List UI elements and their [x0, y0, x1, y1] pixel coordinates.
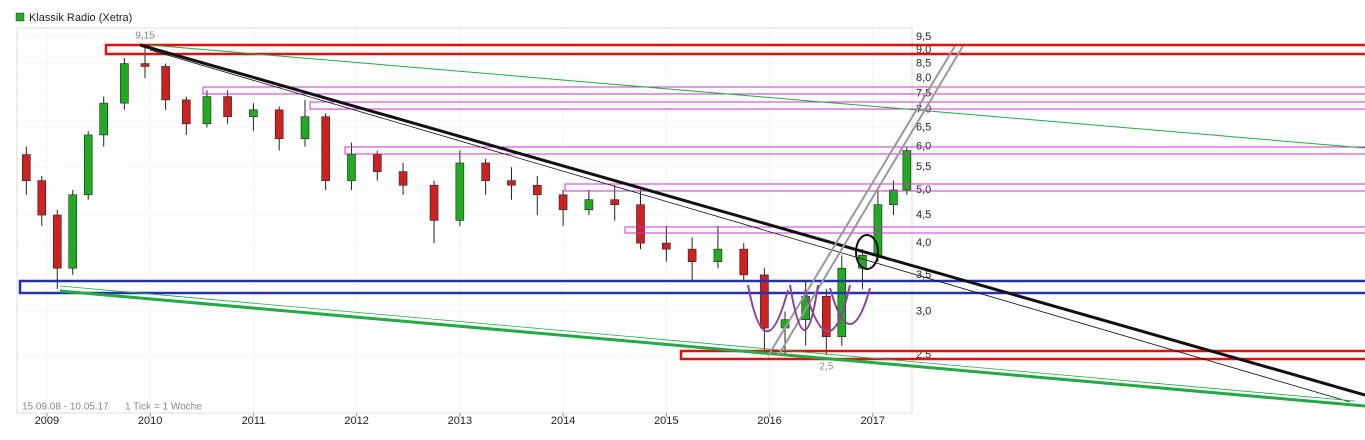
- y-tick-label: 8,5: [916, 57, 931, 69]
- x-tick-label: 2013: [448, 415, 472, 427]
- candle-body: [249, 109, 258, 118]
- candle-body: [300, 116, 310, 140]
- plot-frame: [16, 27, 913, 414]
- legend-swatch: [15, 12, 25, 22]
- candle-body: [120, 63, 129, 104]
- resistance-box: [104, 43, 1365, 56]
- zone-box: [564, 183, 1365, 192]
- y-tick-label: 6,0: [916, 140, 931, 152]
- x-tick-label: 2010: [138, 415, 162, 427]
- y-tick-label: 5,0: [916, 184, 931, 196]
- x-tick-label: 2012: [344, 415, 368, 427]
- drawings: [18, 43, 1365, 408]
- x-tick-label: 2014: [551, 415, 575, 427]
- candle-body: [481, 162, 490, 181]
- candle-body: [37, 180, 47, 216]
- candle-body: [372, 154, 382, 172]
- x-tick-label: 2016: [757, 415, 781, 427]
- candle-body: [662, 242, 671, 250]
- y-tick-label: 4,0: [916, 237, 931, 249]
- candle-body: [760, 274, 769, 329]
- x-tick-label: 2017: [861, 415, 885, 427]
- candle-body: [347, 154, 356, 181]
- candle-body: [202, 96, 212, 125]
- candle-body: [889, 189, 898, 206]
- candle-body: [274, 109, 284, 140]
- legend-label: Klassik Radio (Xetra): [29, 12, 132, 24]
- candle-body: [902, 150, 912, 191]
- candle-body: [429, 184, 439, 221]
- y-tick-label: 3,0: [916, 306, 931, 318]
- trendline: [149, 44, 1365, 149]
- trendline: [139, 43, 1365, 397]
- zone-box: [309, 101, 1365, 110]
- marks: 2,53,03,54,04,55,05,56,06,57,07,58,08,59…: [17, 28, 931, 427]
- x-tick-label: 2009: [35, 415, 59, 427]
- zone-box: [202, 86, 1365, 95]
- candle-body: [507, 180, 516, 186]
- trendline: [59, 285, 1356, 402]
- candle-body: [52, 214, 62, 269]
- candle-body: [140, 63, 150, 67]
- candle-body: [181, 99, 191, 125]
- candle-body: [455, 162, 465, 221]
- channel-line: [777, 45, 964, 357]
- candle-body: [83, 134, 93, 196]
- pattern-arc: [747, 284, 871, 333]
- candle-body: [636, 204, 645, 244]
- candle-body: [687, 248, 697, 262]
- zone-box: [344, 146, 1365, 155]
- candle-body: [584, 199, 594, 211]
- y-tick-label: 9,5: [916, 31, 931, 43]
- candle-body: [398, 171, 408, 186]
- x-tick-label: 2015: [654, 415, 678, 427]
- date-range: 15.09.08 - 10.05.17: [22, 402, 109, 413]
- candle-body: [532, 184, 542, 196]
- x-tick-label: 2011: [242, 415, 266, 427]
- support-box: [679, 349, 1365, 361]
- candle-body: [610, 199, 619, 206]
- tick-note: 1 Tick = 1 Woche: [125, 402, 202, 413]
- candle-body: [321, 116, 330, 181]
- y-tick-label: 4,5: [916, 209, 931, 221]
- candle-body: [822, 295, 831, 338]
- candle-body: [558, 194, 568, 211]
- candle-body: [739, 248, 749, 276]
- support-box: [18, 279, 1365, 295]
- annotation: 2,5: [819, 362, 833, 373]
- y-tick-label: 8,0: [916, 72, 931, 84]
- trendline: [149, 49, 1351, 403]
- candle-body: [161, 66, 170, 101]
- channel-line: [767, 45, 956, 357]
- y-tick-label: 5,5: [916, 161, 931, 173]
- candle-body: [99, 102, 109, 136]
- y-tick-label: 6,5: [916, 121, 931, 133]
- candle-body: [68, 194, 78, 269]
- trendline: [59, 289, 1365, 408]
- zone-box: [624, 226, 1365, 234]
- annotation: 9,15: [135, 31, 155, 42]
- candle-body: [223, 96, 232, 118]
- candle-body: [713, 248, 723, 262]
- candle-body: [21, 154, 31, 181]
- highlight-circle: [855, 234, 879, 270]
